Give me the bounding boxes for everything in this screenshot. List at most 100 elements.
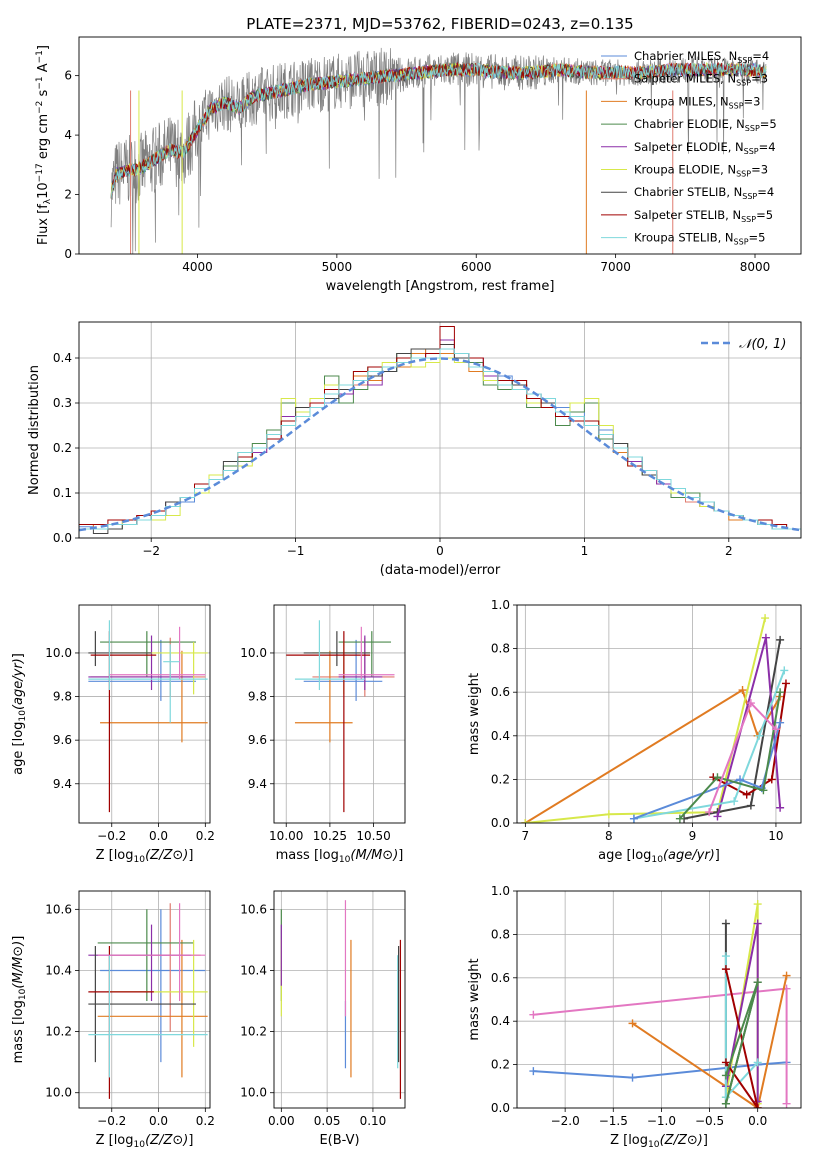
axes-frame <box>516 604 802 824</box>
plot-area <box>286 620 395 813</box>
x-tick-label: 0.0 <box>149 1114 168 1128</box>
error-bar-point <box>88 946 196 1063</box>
x-axis-label-part: Z [log <box>96 848 134 863</box>
legend-value: =5 <box>756 208 773 222</box>
plot-area <box>521 614 790 823</box>
x-tick-label: 0.05 <box>314 1114 341 1128</box>
y-tick-label: 0.0 <box>53 531 72 545</box>
legend-sub: SSP <box>729 101 744 110</box>
weight-point-marker <box>721 952 730 961</box>
axes-frame <box>273 890 406 1109</box>
y-tick-label: 9.8 <box>53 690 72 704</box>
x-axis-label-sub: 10 <box>648 1140 660 1150</box>
y-tick-label: 1.0 <box>491 598 510 612</box>
legend-value: =3 <box>751 163 768 177</box>
weight-point-marker <box>705 808 714 817</box>
y-tick-label: 10.4 <box>240 963 267 977</box>
error-bar-point <box>294 620 365 691</box>
x-axis-label-arg: (Z/Z⊙) <box>145 848 188 863</box>
y-tick-label: 4 <box>64 128 72 142</box>
spectrum-panel: 4000 5000 6000 7000 8000 0 2 4 6 wavelength [Angs… <box>35 36 802 294</box>
error-bar-point <box>88 635 194 691</box>
y-tick-label: 10.0 <box>45 1086 72 1100</box>
legend-name: Kroupa MILES, N <box>634 94 729 108</box>
x-tick-label: −0.2 <box>97 1114 126 1128</box>
x-tick-label: −2.0 <box>551 1114 580 1128</box>
legend-sub: SSP <box>734 238 749 247</box>
y-label-part: Flux [f <box>36 204 51 245</box>
y-axis-label: mass weight <box>467 958 482 1040</box>
legend-label: Chabrier ELODIE, NSSP=5 <box>634 117 777 133</box>
x-tick-label: 10 <box>768 829 783 843</box>
axes-frame <box>273 604 406 824</box>
legend-sub: SSP <box>736 79 751 88</box>
weight-point-marker <box>755 731 764 740</box>
x-axis-label-part: ] <box>188 1133 193 1148</box>
axes-frame <box>78 604 211 824</box>
y-axis-label: Normed distribution <box>27 365 42 495</box>
y-axis-label-part: ] <box>11 936 26 941</box>
x-axis-label-sub: 10 <box>339 855 351 865</box>
y-tick-label: 10.2 <box>45 1025 72 1039</box>
legend-label: Salpeter ELODIE, NSSP=4 <box>634 140 776 156</box>
legend-name: Chabrier STELIB, N <box>634 185 742 199</box>
weight-point-marker <box>767 775 776 784</box>
weight-point-marker <box>628 1019 637 1028</box>
y-tick-label: 0.4 <box>491 729 510 743</box>
y-label-part: s <box>36 89 51 100</box>
x-axis-label-arg: (age/yr) <box>663 848 715 863</box>
y-axis-label: Flux [fλ10−17 erg cm−2 s−1 A−1] <box>35 45 53 245</box>
x-tick-label: 8 <box>605 829 613 843</box>
weight-point-marker <box>771 725 780 734</box>
legend-value: =4 <box>757 185 774 199</box>
weight-point-marker <box>730 797 739 806</box>
weight-point-marker <box>721 1071 730 1080</box>
normal-curve <box>79 357 801 532</box>
weight-point-marker <box>776 635 785 644</box>
y-tick-label: 0.1 <box>53 486 72 500</box>
x-tick-label: 10.50 <box>356 829 390 843</box>
mass-weight-vs-metallicity-panel: −2.0 −1.5 −1.0 −0.5 0.0 0.0 0.2 0.4 0.6 0.8 1.0 Z [… <box>467 884 802 1150</box>
axes-frame <box>78 890 211 1109</box>
weight-point-marker <box>761 633 770 642</box>
y-tick-label: 9.4 <box>248 777 267 791</box>
x-tick-label: 10.00 <box>269 829 303 843</box>
error-bar-point <box>100 909 206 1063</box>
y-tick-label: 1.0 <box>491 884 510 898</box>
weight-point-marker <box>742 790 751 799</box>
y-tick-label: 10.0 <box>45 646 72 660</box>
plot-area <box>88 903 208 1099</box>
y-axis-label-part: mass [log <box>11 1000 26 1063</box>
error-bar-point <box>163 644 180 723</box>
weight-point-marker <box>529 1067 538 1076</box>
x-axis-label: Z [log10(Z/Z⊙)] <box>96 1133 194 1150</box>
error-bar-point <box>107 939 208 1047</box>
y-label-part: λ <box>43 198 53 204</box>
y-tick-label: 0.4 <box>491 1014 510 1028</box>
y-tick-label: 0.2 <box>53 441 72 455</box>
error-bar-point <box>294 650 353 743</box>
x-axis-label-part: ] <box>715 848 720 863</box>
weight-point-marker <box>721 1099 730 1108</box>
error-bar-point <box>88 924 192 1002</box>
error-bar-point <box>90 637 206 697</box>
weight-point-marker <box>780 666 789 675</box>
weight-point-marker <box>761 614 770 623</box>
error-bar-point <box>100 650 208 743</box>
x-tick-label: 1 <box>581 544 589 558</box>
legend-name: Salpeter ELODIE, N <box>634 140 744 154</box>
y-tick-label: 0.3 <box>53 396 72 410</box>
x-axis-label-part: age [log <box>598 848 651 863</box>
y-axis-label-part: ] <box>11 653 26 658</box>
weight-series-line <box>633 722 782 820</box>
y-tick-label: 9.6 <box>248 733 267 747</box>
error-bar-point <box>88 639 196 701</box>
legend-name: Kroupa ELODIE, N <box>634 163 736 177</box>
legend-name: Kroupa STELIB, N <box>634 231 734 245</box>
y-label-part: 10 <box>36 182 51 199</box>
legend-sub: SSP <box>741 215 756 224</box>
x-tick-label: 4000 <box>182 260 213 274</box>
legend-label: Kroupa MILES, NSSP=3 <box>634 94 760 110</box>
x-tick-label: −2 <box>142 544 160 558</box>
